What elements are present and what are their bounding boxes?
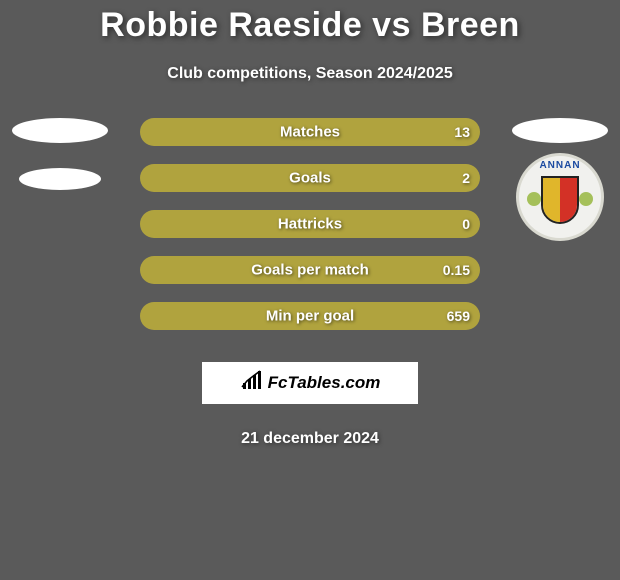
chart-icon — [240, 369, 264, 398]
player-ellipse — [19, 168, 101, 190]
comparison-content: ANNAN Matches 13 Goals 2 Hattricks 0 Goals per… — [0, 118, 620, 330]
stat-label: Matches — [280, 124, 340, 141]
stat-row: Goals 2 — [140, 164, 480, 192]
left-player-badges — [12, 118, 108, 190]
thistle-icon — [579, 192, 593, 206]
date-line: 21 december 2024 — [0, 430, 620, 448]
page-title: Robbie Raeside vs Breen — [0, 0, 620, 45]
stat-right-value: 0 — [462, 216, 470, 232]
stat-right-value: 13 — [454, 124, 470, 140]
stat-label: Min per goal — [266, 308, 354, 325]
stat-row: Min per goal 659 — [140, 302, 480, 330]
page-subtitle: Club competitions, Season 2024/2025 — [0, 65, 620, 83]
stat-label: Goals — [289, 170, 331, 187]
club-name: ANNAN — [539, 160, 580, 171]
club-badge-annan: ANNAN — [516, 153, 604, 241]
shield-icon — [541, 176, 579, 224]
stat-row: Matches 13 — [140, 118, 480, 146]
stat-right-value: 2 — [462, 170, 470, 186]
right-player-badges: ANNAN — [512, 118, 608, 241]
stat-label: Goals per match — [251, 262, 369, 279]
player-ellipse — [512, 118, 608, 143]
stat-row: Hattricks 0 — [140, 210, 480, 238]
thistle-icon — [527, 192, 541, 206]
stat-right-value: 0.15 — [443, 262, 470, 278]
stat-bars: Matches 13 Goals 2 Hattricks 0 Goals per match… — [140, 118, 480, 330]
stat-right-value: 659 — [447, 308, 470, 324]
stat-row: Goals per match 0.15 — [140, 256, 480, 284]
player-ellipse — [12, 118, 108, 143]
brand-box: FcTables.com — [202, 362, 418, 404]
brand-text: FcTables.com — [268, 373, 381, 393]
stat-label: Hattricks — [278, 216, 342, 233]
